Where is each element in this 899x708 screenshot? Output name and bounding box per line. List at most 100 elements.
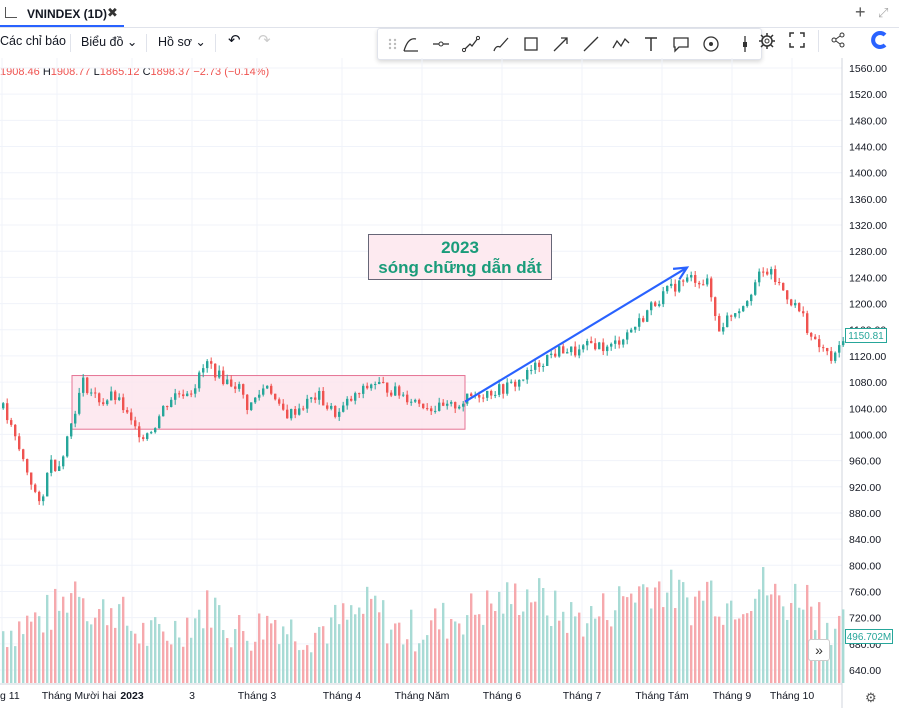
candle-body [414,399,417,402]
arrow-icon[interactable] [552,35,570,53]
candle-body [226,379,229,385]
volume-bar [302,649,305,683]
chart-type-button[interactable]: Biểu đồ ⌄ [81,35,138,49]
volume-bar [142,622,145,683]
volume-bar [470,593,473,683]
undo-icon[interactable]: ↶ [228,32,241,49]
volume-bar [182,646,185,683]
brush-icon[interactable] [492,35,510,53]
plus-icon[interactable]: + [855,2,866,22]
volume-bar [14,646,17,683]
volume-bar [694,596,697,683]
scroll-to-latest-button[interactable]: » [808,639,830,661]
candle-body [98,393,101,403]
gear-icon[interactable] [758,32,776,50]
volume-bar [154,617,157,683]
candle-body [6,403,9,421]
toolbar: Các chỉ báo Biểu đồ ⌄ Hồ sơ ⌄ ↶ ↷ [0,28,899,58]
volume-bar [114,627,117,683]
volume-bar [30,621,33,683]
candle-body [746,301,749,307]
candle-body [762,271,765,273]
candle-body [302,408,305,410]
candle-body [814,336,817,340]
vertical-line-icon[interactable] [736,35,754,53]
volume-bar [242,631,245,683]
price-tick-label: 1200.00 [849,299,887,311]
fullscreen-icon[interactable] [789,32,805,48]
volume-bar [42,632,45,683]
profile-button[interactable]: Hồ sơ ⌄ [158,35,206,49]
candle-body [510,381,513,383]
redo-icon[interactable]: ↷ [258,32,271,49]
volume-bar [754,598,757,683]
candle-body [482,397,485,399]
volume-bar [594,618,597,683]
volume-bar [514,583,517,683]
polyline-icon[interactable] [612,35,630,53]
candle-body [462,403,465,407]
candle-body [166,406,169,408]
chart-tab[interactable]: VNINDEX (1D) ✖ [0,0,124,27]
volume-bar [402,644,405,683]
volume-bar [274,619,277,683]
candle-body [54,459,57,471]
volume-bar [634,602,637,683]
last-volume-badge: 496.702M [845,629,893,644]
volume-bar [510,604,513,683]
trendline-icon[interactable] [582,35,600,53]
volume-bar [50,629,53,683]
settings-icon[interactable]: ⚙ [865,690,877,705]
close-icon[interactable]: ✖ [107,5,118,20]
candle-body [578,349,581,356]
expand-icon[interactable]: ⤢ [878,5,889,20]
candle-body [646,310,649,322]
tab-title: VNINDEX (1D) [27,7,108,21]
share-icon[interactable] [830,32,846,48]
candle-body [126,410,129,413]
volume-bar [294,641,297,683]
candle-body [454,402,457,409]
volume-bar [98,609,101,683]
candle-body [86,377,89,394]
candle-body [618,340,621,345]
volume-bar [330,617,333,683]
volume-bar [398,622,401,683]
time-tick-label: Tháng 9 [713,690,752,702]
volume-bar [546,615,549,683]
indicators-button[interactable]: Các chỉ báo [0,34,67,48]
candle-body [90,392,93,394]
volume-bar [186,617,189,683]
candle-body [310,397,313,399]
candle-body [694,275,697,283]
candle-body [726,315,729,328]
candle-body [102,402,105,405]
candle-body [630,329,633,333]
candle-body [702,284,705,286]
candle-body [294,409,297,415]
price-tick-label: 880.00 [849,508,881,520]
volume-bar [18,621,21,683]
price-tick-label: 1480.00 [849,115,887,127]
horizontal-line-icon[interactable] [432,35,450,53]
text-tool-icon[interactable] [642,35,660,53]
volume-bar [94,617,97,683]
price-chart[interactable]: 1560.00 1520.00 1480.00 1440.00 1400.00 1360.… [0,58,899,708]
volume-bar [758,589,761,683]
arc-icon[interactable] [402,35,420,53]
callout-icon[interactable] [672,35,690,53]
drag-handle-icon[interactable] [384,35,402,53]
volume-bar [590,606,593,683]
annotation-box[interactable]: 2023 sóng chững dẫn dắt [368,234,552,280]
candle-body [446,403,449,406]
path-icon[interactable] [462,35,480,53]
circle-target-icon[interactable] [702,35,720,53]
candle-body [194,388,197,394]
volume-bar [586,623,589,683]
time-tick-label: 2023 [120,690,144,702]
trend-arrow [464,266,688,403]
candle-body [750,294,753,302]
rectangle-icon[interactable] [522,35,540,53]
candle-body [250,402,253,410]
candle-body [402,394,405,396]
